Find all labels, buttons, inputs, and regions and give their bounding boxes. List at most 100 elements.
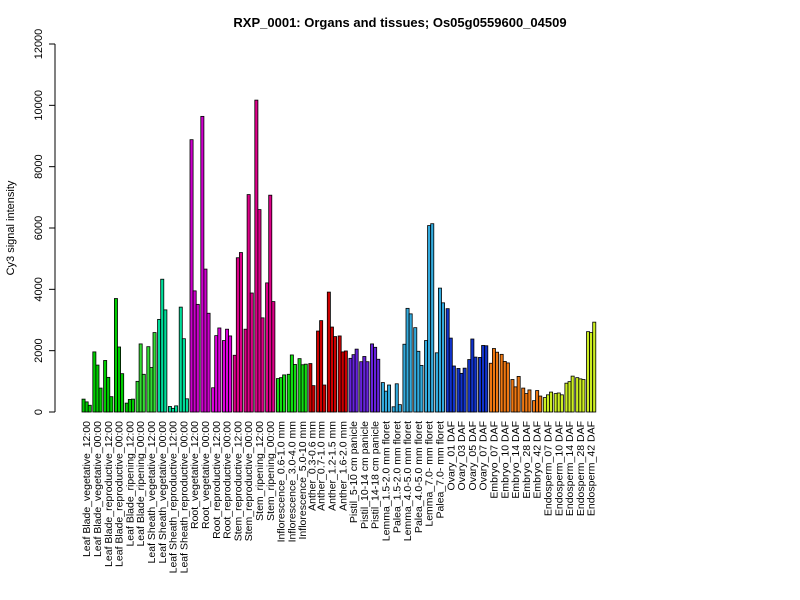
bar <box>416 350 421 413</box>
category-label: Root_vegetative_00:00 <box>200 421 212 529</box>
bar <box>502 360 507 413</box>
bar <box>214 335 219 413</box>
category-label: Ovary_07 DAF <box>478 421 490 490</box>
y-tick-label: 0 <box>33 409 45 415</box>
bar <box>362 356 367 413</box>
bar <box>559 394 564 413</box>
category-label: Embryo_42 DAF <box>532 421 544 499</box>
bar <box>499 353 504 413</box>
bar <box>484 345 489 413</box>
category-label: Leaf Sheath_vegetative_00:00 <box>157 421 169 564</box>
category-label: Embryo_28 DAF <box>521 421 533 499</box>
bar <box>138 343 143 413</box>
y-tick-label: 10000 <box>33 90 45 121</box>
bar <box>340 351 345 413</box>
bar <box>254 99 259 413</box>
bar <box>394 383 399 413</box>
bar <box>135 380 140 413</box>
category-label: Inflorescence_0.6-1.0 mm <box>276 421 288 543</box>
bar <box>95 364 100 413</box>
bar <box>441 302 445 413</box>
bar <box>246 194 251 413</box>
category-label: Embryo_14 DAF <box>510 421 522 499</box>
category-label: Leaf Blade_ripening_12:00 <box>124 421 136 547</box>
bar <box>163 309 168 413</box>
bar <box>84 401 89 413</box>
bar <box>427 225 432 413</box>
bar <box>513 386 518 413</box>
bar <box>308 363 313 413</box>
bar <box>326 291 331 413</box>
bar <box>542 397 547 413</box>
y-tick-label: 8000 <box>33 154 45 178</box>
bar <box>564 382 569 413</box>
bar <box>257 209 262 413</box>
bar <box>370 343 374 413</box>
bar <box>228 335 233 413</box>
bar <box>289 354 294 413</box>
bar <box>413 327 418 413</box>
bar <box>146 346 151 413</box>
bar <box>235 257 240 413</box>
bar <box>192 290 197 413</box>
bar <box>456 368 461 413</box>
category-label: Ovary_05 DAF <box>467 421 479 490</box>
y-tick-label: 6000 <box>33 216 45 240</box>
bar <box>351 354 356 413</box>
bar <box>592 321 597 413</box>
y-axis-label: Cy3 signal intensity <box>5 180 17 275</box>
bar <box>546 394 550 413</box>
bar <box>567 381 572 413</box>
bar <box>238 252 243 413</box>
bar <box>491 348 496 413</box>
category-label: Leaf Blade_vegetative_12:00 <box>81 421 93 557</box>
bar <box>354 348 359 413</box>
y-tick-label: 2000 <box>33 338 45 362</box>
bar <box>419 364 424 413</box>
bar <box>505 362 510 413</box>
bar <box>160 278 165 413</box>
category-label: Lemma_1.5-2.0 mm floret <box>380 421 392 541</box>
bar <box>527 389 532 413</box>
bar <box>303 363 308 413</box>
bar <box>488 362 493 413</box>
bar <box>430 223 435 413</box>
bar <box>481 345 486 413</box>
category-label: Embryo_10 DAF <box>499 421 511 499</box>
bar <box>343 350 348 413</box>
category-label: Anther_0.7-1.0 mm <box>316 421 328 511</box>
bar <box>575 377 580 413</box>
bar <box>217 327 222 413</box>
bar <box>322 384 327 413</box>
bar <box>167 406 172 413</box>
bar <box>445 308 450 413</box>
bars <box>81 99 597 413</box>
bar <box>586 331 590 413</box>
bar <box>184 398 189 413</box>
category-label: Anther_1.2-1.5 mm <box>326 421 338 511</box>
bar <box>451 365 456 413</box>
bar <box>265 282 270 413</box>
bar <box>538 395 543 413</box>
bar <box>286 373 291 413</box>
category-label: Leaf Blade_reproductive_00:00 <box>114 421 126 567</box>
bar <box>478 357 482 413</box>
bar <box>556 392 561 413</box>
category-label: Ovary_01 DAF <box>445 421 457 490</box>
bar <box>581 379 586 413</box>
bar <box>495 351 499 413</box>
bar <box>282 374 287 413</box>
category-label: Stem_ripening_12:00 <box>254 421 266 521</box>
category-label: Endosperm_28 DAF <box>575 421 587 516</box>
bar <box>268 194 273 413</box>
bar <box>297 358 302 413</box>
category-label: Pistil_14-18 cm panicle <box>370 421 382 529</box>
bar <box>578 378 583 413</box>
bar <box>467 359 472 413</box>
category-label: Stem_reproductive_00:00 <box>243 421 255 541</box>
bar <box>106 376 111 413</box>
bar <box>316 330 320 413</box>
bar <box>524 393 529 413</box>
